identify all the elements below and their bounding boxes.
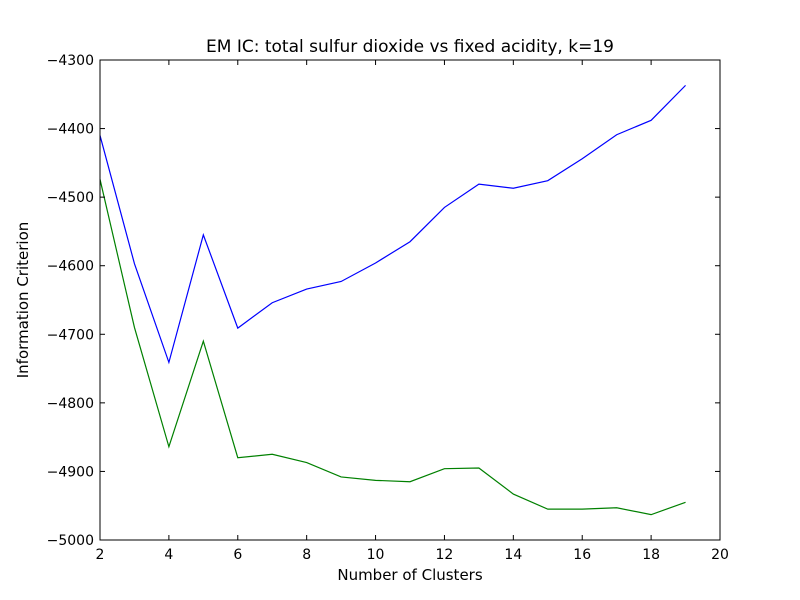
y-tick-label: −4700 xyxy=(47,327,94,343)
x-tick-label: 6 xyxy=(233,547,242,563)
x-tick-label: 4 xyxy=(164,547,173,563)
x-tick-label: 14 xyxy=(504,547,522,563)
y-tick-label: −4900 xyxy=(47,464,94,480)
y-tick-label: −5000 xyxy=(47,533,94,549)
y-tick-label: −4400 xyxy=(47,122,94,138)
x-axis-label: Number of Clusters xyxy=(337,566,482,584)
x-tick-label: 8 xyxy=(302,547,311,563)
x-tick-label: 16 xyxy=(573,547,591,563)
x-tick-label: 10 xyxy=(367,547,385,563)
x-tick-label: 2 xyxy=(96,547,105,563)
y-tick-label: −4800 xyxy=(47,396,94,412)
y-tick-label: −4600 xyxy=(47,259,94,275)
y-tick-label: −4500 xyxy=(47,190,94,206)
series-line-1 xyxy=(99,84,686,365)
x-tick-label: 20 xyxy=(711,547,729,563)
y-tick-label: −4300 xyxy=(47,53,94,69)
x-tick-label: 12 xyxy=(436,547,454,563)
ticks-layer: 2 4 6 8 10 12 14 16 18 20 −5000 −4900 −4800 −4700 −460… xyxy=(47,53,729,563)
chart-title: EM IC: total sulfur dioxide vs fixed aci… xyxy=(206,37,614,57)
x-tick-label: 18 xyxy=(642,547,660,563)
plot-frame xyxy=(99,59,721,541)
y-axis-label: Information Criterion xyxy=(14,222,32,379)
series-line-2 xyxy=(99,179,686,516)
series-layer xyxy=(99,84,686,516)
